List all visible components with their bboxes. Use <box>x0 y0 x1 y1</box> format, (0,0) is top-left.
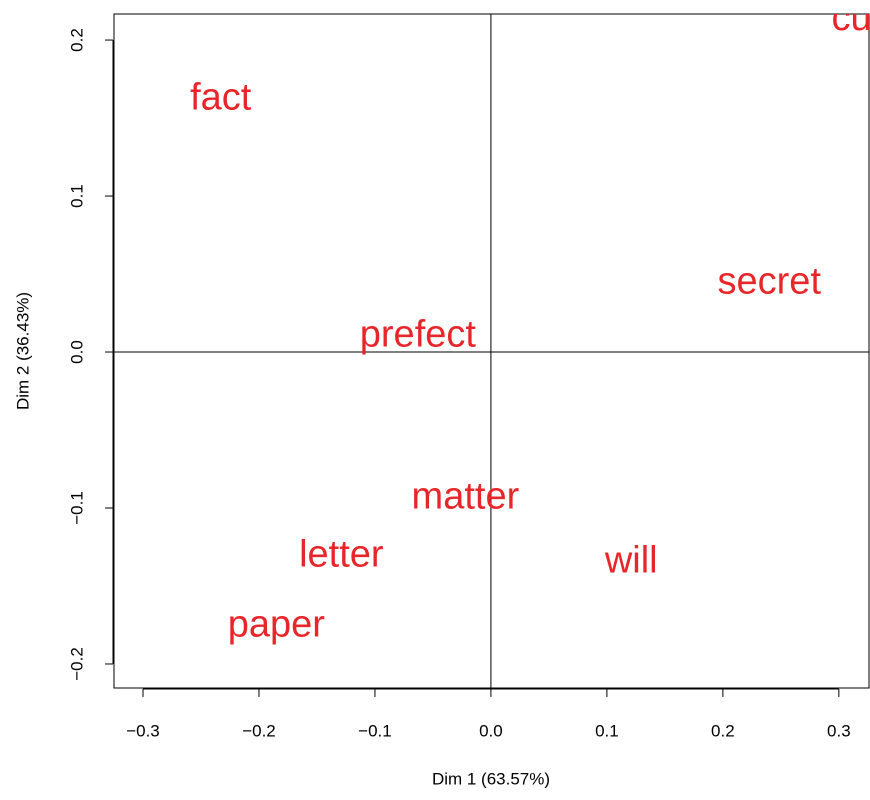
x-tick-label: −0.3 <box>126 721 160 740</box>
y-tick-label: 0.2 <box>67 28 86 52</box>
point-label: cu <box>832 0 870 39</box>
point-label: letter <box>299 533 384 575</box>
y-axis-label: Dim 2 (36.43%) <box>13 292 32 410</box>
plot-area: fact secret prefect matter letter will paper cu <box>114 0 870 688</box>
x-tick-label: −0.1 <box>358 721 392 740</box>
x-tick-label: 0.2 <box>711 721 735 740</box>
x-axis-label: Dim 1 (63.57%) <box>432 769 550 788</box>
plot-frame <box>113 13 870 689</box>
x-tick-label: 0.3 <box>827 721 851 740</box>
point-label: fact <box>190 76 252 118</box>
x-tick-label: 0.1 <box>595 721 619 740</box>
point-label: paper <box>228 604 326 646</box>
x-tick-label: −0.2 <box>242 721 276 740</box>
point-label: secret <box>718 260 822 302</box>
y-tick-label: 0.1 <box>67 184 86 208</box>
point-label: will <box>604 540 658 582</box>
y-tick-label: −0.1 <box>67 491 86 525</box>
point-label: prefect <box>360 313 477 355</box>
x-tick-label: 0.0 <box>479 721 503 740</box>
point-label: matter <box>412 476 520 518</box>
y-tick-label: −0.2 <box>67 647 86 681</box>
y-tick-label: 0.0 <box>67 340 86 364</box>
